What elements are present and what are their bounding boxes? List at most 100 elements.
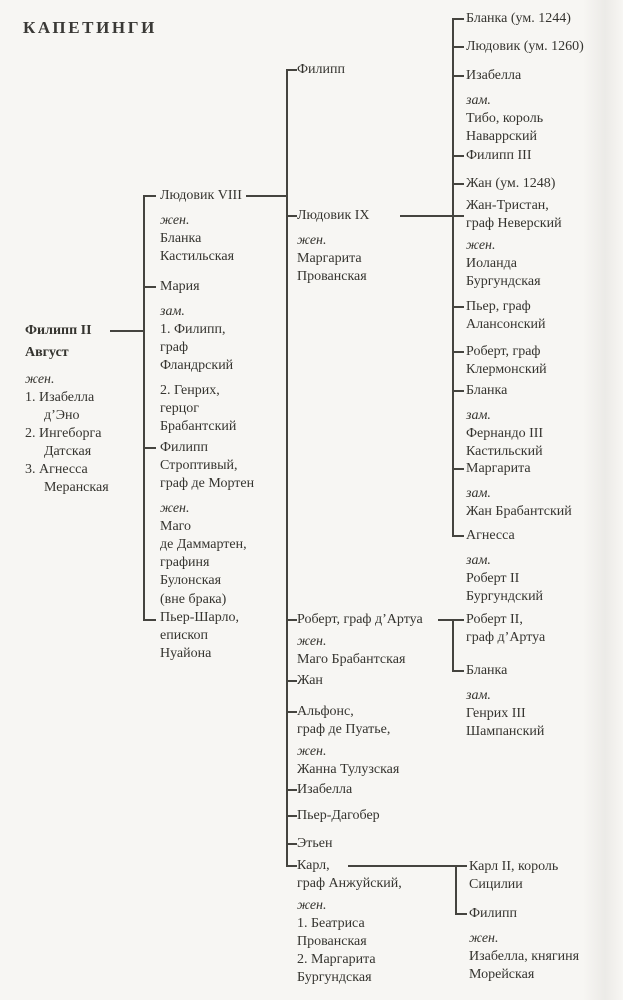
spouse-line: Прованская xyxy=(297,269,367,284)
person-name: Бланка (ум. 1244) xyxy=(466,11,571,26)
spouse-line: 1. Беатриса xyxy=(297,916,365,931)
spouse-line: Шампанский xyxy=(466,724,545,739)
node-ludovik-1260: Людовик (ум. 1260) xyxy=(466,38,584,56)
node-filipp-moreia: Филипп жен. Изабелла, княгиня Морейская xyxy=(469,905,579,984)
spouse-line: 3. Агнесса xyxy=(25,462,88,477)
node-pier-dagober: Пьер-Дагобер xyxy=(297,807,380,825)
bracket-gen4-charles xyxy=(455,865,457,915)
node-filipp-ii-avgust: Филипп II Август жен. 1. Изабелла д’Эно … xyxy=(25,320,109,497)
spouse-line: Иоланда xyxy=(466,256,517,271)
person-title: Клермонский xyxy=(466,362,547,377)
person-title: граф д’Артуа xyxy=(466,630,546,645)
spouse-line: Бланка xyxy=(160,231,202,246)
node-blanka-kastilia: Бланка зам. Фернандо III Кастильский xyxy=(466,382,543,461)
person-name: Изабелла xyxy=(466,68,522,83)
person-name: Людовик IX xyxy=(297,208,370,223)
marriage-label: зам. xyxy=(466,408,491,423)
spouse-line: Бургундская xyxy=(297,970,372,985)
spouse-line: Меранская xyxy=(44,480,109,495)
node-filipp-stroptivyi: Филипп Строптивый, граф де Мортен жен. М… xyxy=(160,439,254,590)
tick-line xyxy=(452,619,464,621)
connector-robert-to-gen4 xyxy=(438,619,454,621)
spouse-line: Наваррский xyxy=(466,129,537,144)
spouse-line: 2. Ингеборга xyxy=(25,426,102,441)
tick-line xyxy=(143,195,156,197)
node-robert-artua: Роберт, граф д’Артуа жен. Маго Брабантск… xyxy=(297,611,423,669)
tick-line xyxy=(286,69,297,71)
node-zhan-1248: Жан (ум. 1248) xyxy=(466,175,555,193)
spouse-line: Брабантский xyxy=(160,419,237,434)
person-name: Роберт II, xyxy=(466,612,523,627)
person-title: Алансонский xyxy=(466,317,546,332)
spouse-line: Фернандо III xyxy=(466,426,544,441)
tick-line xyxy=(452,535,464,537)
spouse-line: Бургундская xyxy=(466,274,541,289)
connector-ludovik9-to-gen4 xyxy=(400,215,454,217)
person-name: Роберт, граф xyxy=(466,344,541,359)
person-title: граф де Мортен xyxy=(160,476,255,491)
node-karl-anzhuiskii: Карл, граф Анжуйский, жен. 1. Беатриса П… xyxy=(297,857,402,987)
person-name: Людовик (ум. 1260) xyxy=(466,39,584,54)
node-izabella-navarra: Изабелла зам. Тибо, король Наваррский xyxy=(466,67,543,146)
spouse-line: Фландрский xyxy=(160,358,234,373)
tick-line xyxy=(452,351,464,353)
spouse-line: графиня xyxy=(160,555,210,570)
node-zhan: Жан xyxy=(297,672,323,690)
tick-line xyxy=(455,865,467,867)
person-name: Жан (ум. 1248) xyxy=(466,176,556,191)
person-name: Этьен xyxy=(297,836,333,851)
spouse-line: де Даммартен, xyxy=(160,537,247,552)
person-name: Филипп xyxy=(297,62,346,77)
spouse-line: Жан Брабантский xyxy=(466,504,572,519)
marriage-label: жен. xyxy=(160,501,190,516)
node-filipp: Филипп xyxy=(297,61,345,79)
note-line: (вне брака) xyxy=(160,592,227,607)
spouse-line: Изабелла, княгиня xyxy=(469,949,580,964)
tick-line xyxy=(452,46,464,48)
node-izabella: Изабелла xyxy=(297,781,352,799)
tick-line xyxy=(452,306,464,308)
marriage-label: жен. xyxy=(297,634,327,649)
tick-line xyxy=(286,815,297,817)
spouse-line: Тибо, король xyxy=(466,111,544,126)
node-pier-sharlo: (вне брака) Пьер-Шарло, епископ Нуайона xyxy=(160,591,239,663)
marriage-label: жен. xyxy=(297,233,327,248)
connector-ludovik8-to-gen3 xyxy=(246,195,287,197)
node-robert-klermon: Роберт, граф Клермонский xyxy=(466,343,547,379)
spouse-line: граф xyxy=(160,340,189,355)
bracket-gen4-robert xyxy=(452,619,454,672)
tick-line xyxy=(286,711,297,713)
node-margarita: Маргарита зам. Жан Брабантский xyxy=(466,460,572,521)
person-name: Роберт, граф д’Артуа xyxy=(297,612,423,627)
marriage-label: жен. xyxy=(469,931,499,946)
person-name: Карл, xyxy=(297,858,330,873)
marriage-label: зам. xyxy=(466,553,491,568)
spouse-line: Кастильский xyxy=(466,444,543,459)
node-zhan-tristan: Жан-Тристан, граф Неверский жен. Иоланда… xyxy=(466,197,562,291)
spouse-line: Маго xyxy=(160,519,192,534)
tick-line xyxy=(143,447,156,449)
spouse-line: Маго Брабантская xyxy=(297,652,406,667)
connector-karl-to-gen4 xyxy=(348,865,457,867)
marriage-label: зам. xyxy=(160,304,185,319)
person-name: Изабелла xyxy=(297,782,353,797)
tick-line xyxy=(452,155,464,157)
person-title: граф де Пуатье, xyxy=(297,722,391,737)
page-edge-shadow xyxy=(583,0,623,1000)
marriage-label: жен. xyxy=(466,238,496,253)
spouse-line: Роберт II xyxy=(466,571,520,586)
node-maria: Мария зам. 1. Филипп, граф Фландрский 2.… xyxy=(160,278,236,436)
spouse-line: Прованская xyxy=(297,934,367,949)
node-alfons: Альфонс, граф де Пуатье, жен. Жанна Тулу… xyxy=(297,703,399,779)
spouse-line: Булонская xyxy=(160,573,222,588)
connector-root-to-gen2 xyxy=(110,330,143,332)
person-name: Жан xyxy=(297,673,323,688)
node-filipp-iii: Филипп III xyxy=(466,147,532,165)
node-blanka-shampan: Бланка зам. Генрих III Шампанский xyxy=(466,662,544,741)
person-name: Бланка xyxy=(466,663,508,678)
spouse-line: Маргарита xyxy=(297,251,362,266)
node-ludovik-viii: Людовик VIII жен. Бланка Кастильская xyxy=(160,187,242,266)
person-name: Людовик VIII xyxy=(160,188,242,203)
tick-line xyxy=(452,75,464,77)
bracket-gen3 xyxy=(286,69,288,867)
